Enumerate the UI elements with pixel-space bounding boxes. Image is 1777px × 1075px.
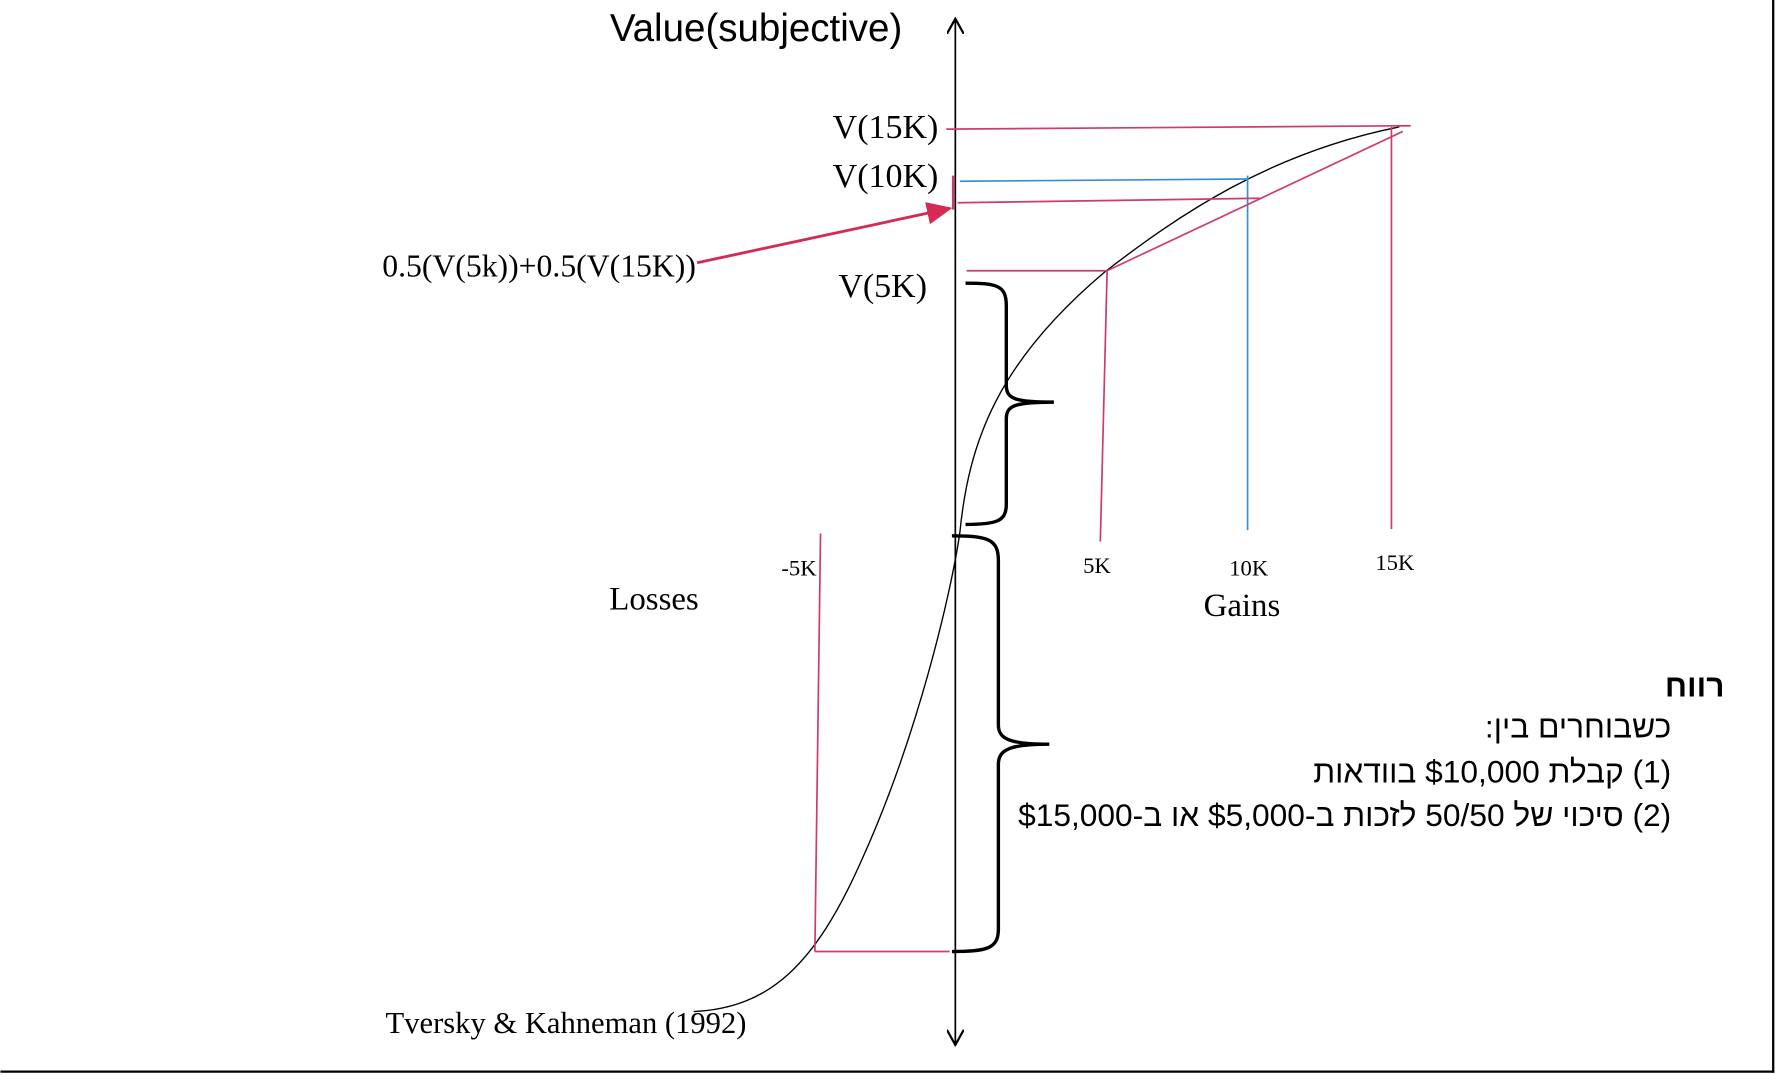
v10k-line	[959, 178, 1249, 183]
hebrew-line-3: (2) סיכוי של 50/50 לזכות ב-$5,000 או ב-$…	[1018, 797, 1671, 833]
neg5k-vertical	[814, 533, 822, 952]
tick-10k: 10K	[1229, 555, 1269, 580]
v15k-label: V(15K)	[833, 109, 939, 146]
tick-neg5k: -5K	[781, 555, 817, 580]
y-axis-title: Value(subjective)	[610, 7, 902, 50]
expected-value-arrow	[696, 202, 953, 265]
expected-value-label: 0.5(V(5k))+0.5(V(15K))	[382, 248, 696, 283]
tick-5k: 5K	[1083, 553, 1111, 578]
hebrew-line-1: כשבוחרים בין:	[1485, 708, 1671, 744]
hebrew-heading: רווח	[1665, 668, 1725, 704]
value-curve	[693, 126, 1400, 1013]
gain-brace	[965, 281, 1054, 527]
loss-brace	[951, 534, 1050, 954]
v5k-label: V(5K)	[838, 268, 927, 305]
v15k-line	[946, 124, 1411, 130]
tick-15k: 15K	[1375, 550, 1415, 575]
gains-label: Gains	[1204, 588, 1281, 624]
v10k-label: V(10K)	[833, 158, 939, 195]
hebrew-line-2: (1) קבלת $10,000 בוודאות	[1313, 754, 1671, 790]
5k-vertical	[1099, 270, 1108, 542]
expected-value-line	[957, 197, 1261, 204]
losses-label: Losses	[609, 581, 698, 617]
citation: Tversky & Kahneman (1992)	[386, 1006, 747, 1040]
chord-line	[1106, 130, 1404, 272]
